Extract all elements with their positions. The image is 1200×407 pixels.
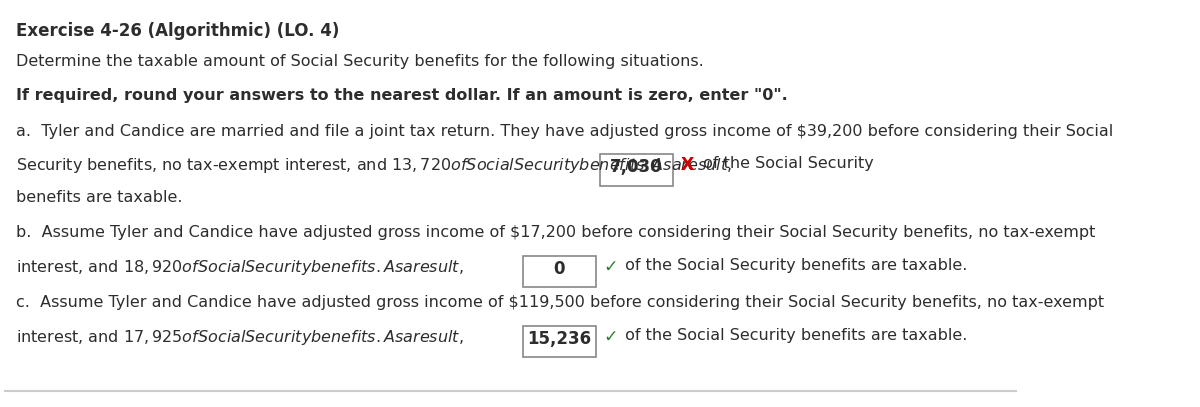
Text: ✓: ✓ [604,328,618,346]
Text: 7,030: 7,030 [610,158,662,177]
Text: 0: 0 [553,260,565,278]
Text: a.  Tyler and Candice are married and file a joint tax return. They have adjuste: a. Tyler and Candice are married and fil… [17,124,1114,139]
Text: b.  Assume Tyler and Candice have adjusted gross income of $17,200 before consid: b. Assume Tyler and Candice have adjuste… [17,225,1096,241]
Text: X: X [682,156,695,175]
Text: benefits are taxable.: benefits are taxable. [17,190,182,205]
Text: 15,236: 15,236 [527,330,592,348]
Text: ✓: ✓ [604,258,618,276]
Text: of the Social Security benefits are taxable.: of the Social Security benefits are taxa… [620,258,967,273]
Text: Security benefits, no tax-exempt interest, and $13,720 of Social Security benefi: Security benefits, no tax-exempt interes… [17,156,732,175]
Text: of the Social Security benefits are taxable.: of the Social Security benefits are taxa… [620,328,967,343]
Text: Exercise 4-26 (Algorithmic) (LO. 4): Exercise 4-26 (Algorithmic) (LO. 4) [17,22,340,40]
FancyBboxPatch shape [523,326,596,357]
Text: c.  Assume Tyler and Candice have adjusted gross income of $119,500 before consi: c. Assume Tyler and Candice have adjuste… [17,295,1104,310]
Text: interest, and $17,925 of Social Security benefits. As a result, $: interest, and $17,925 of Social Security… [17,328,464,347]
Text: Determine the taxable amount of Social Security benefits for the following situa: Determine the taxable amount of Social S… [17,54,704,69]
Text: interest, and $18,920 of Social Security benefits. As a result, $: interest, and $18,920 of Social Security… [17,258,464,277]
Text: If required, round your answers to the nearest dollar. If an amount is zero, ent: If required, round your answers to the n… [17,88,788,103]
FancyBboxPatch shape [523,256,596,287]
Text: of the Social Security: of the Social Security [698,156,874,171]
FancyBboxPatch shape [600,155,673,186]
